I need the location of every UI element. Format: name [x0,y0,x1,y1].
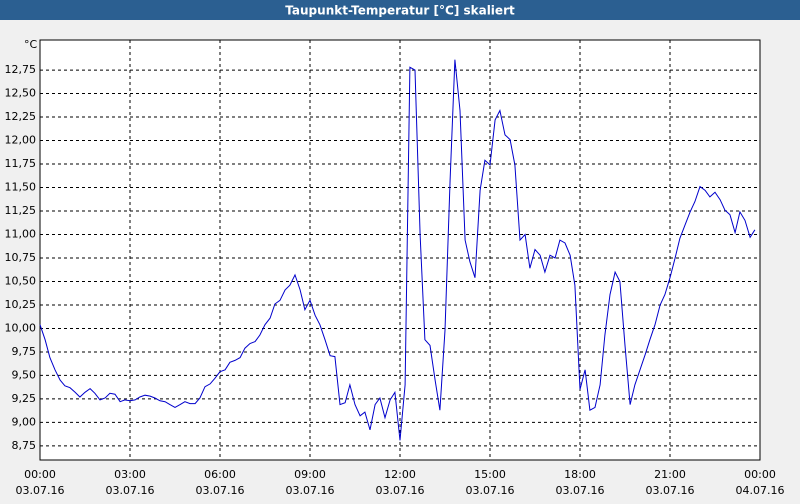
x-tick-label: 21:00 [654,468,686,481]
x-tick-date: 03.07.16 [286,484,335,497]
y-tick-label: 12,75 [5,63,37,76]
y-tick-label: 10,25 [5,298,37,311]
x-tick-label: 00:00 [744,468,776,481]
x-tick-date: 03.07.16 [106,484,155,497]
y-tick-label: 10,75 [5,251,37,264]
y-tick-label: 11,50 [5,181,37,194]
x-tick-label: 18:00 [564,468,596,481]
data-line [39,59,756,441]
y-tick-label: 10,00 [5,321,37,334]
y-tick-label: 9,00 [12,415,37,428]
y-tick-label: 8,75 [12,439,37,452]
x-tick-label: 00:00 [24,468,56,481]
x-tick-label: 12:00 [384,468,416,481]
y-tick-label: 11,75 [5,157,37,170]
y-tick-label: 12,50 [5,87,37,100]
x-tick-date: 03.07.16 [16,484,65,497]
y-tick-label: 11,25 [5,204,37,217]
y-tick-label: 9,75 [12,345,37,358]
chart-title: Taupunkt-Temperatur [°C] skaliert [285,4,515,18]
y-tick-label: 12,00 [5,134,37,147]
x-tick-label: 03:00 [114,468,146,481]
x-tick-label: 09:00 [294,468,326,481]
x-tick-date: 03.07.16 [646,484,695,497]
y-tick-label: 9,50 [12,368,37,381]
y-tick-label: 9,25 [12,392,37,405]
x-tick-date: 03.07.16 [466,484,515,497]
y-tick-label: 12,25 [5,110,37,123]
x-tick-label: 06:00 [204,468,236,481]
y-unit: °C [24,38,38,51]
title-bar [0,0,800,20]
y-tick-label: 11,00 [5,227,37,240]
y-tick-label: 10,50 [5,274,37,287]
x-tick-date: 03.07.16 [376,484,425,497]
x-tick-label: 15:00 [474,468,506,481]
x-tick-date: 03.07.16 [556,484,605,497]
x-tick-date: 03.07.16 [196,484,245,497]
x-tick-date: 04.07.16 [736,484,785,497]
